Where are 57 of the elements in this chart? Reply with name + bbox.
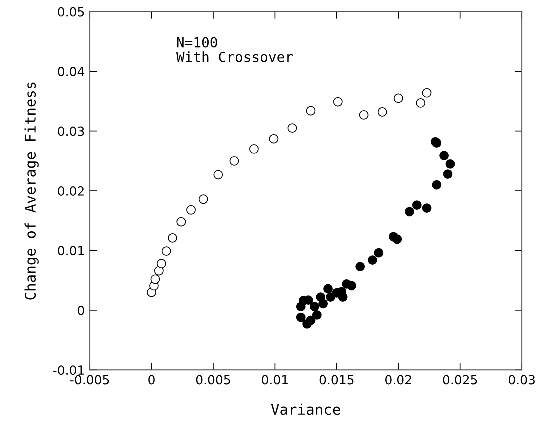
point bbox=[296, 302, 306, 312]
point bbox=[168, 233, 178, 243]
y-axis-title: Change of Average Fitness bbox=[24, 82, 39, 300]
point bbox=[446, 159, 456, 169]
x-tick-label: 0.015 bbox=[320, 375, 354, 385]
point bbox=[422, 204, 432, 214]
point bbox=[269, 134, 279, 144]
x-tick-label: 0.03 bbox=[508, 375, 535, 385]
point bbox=[198, 194, 208, 204]
y-tick-label: 0.05 bbox=[58, 7, 84, 17]
point bbox=[150, 274, 160, 284]
point bbox=[443, 170, 453, 179]
point bbox=[310, 302, 320, 312]
point bbox=[405, 207, 414, 217]
point bbox=[250, 144, 259, 154]
x-tick-label: 0.005 bbox=[196, 375, 230, 385]
y-tick-label: 0 bbox=[78, 306, 84, 316]
point bbox=[156, 259, 166, 269]
point bbox=[316, 292, 326, 302]
point bbox=[416, 98, 426, 108]
point bbox=[356, 262, 366, 272]
x-tick-label: -0.005 bbox=[70, 375, 110, 385]
point bbox=[378, 107, 388, 117]
point bbox=[186, 205, 196, 215]
point bbox=[422, 88, 432, 98]
point bbox=[296, 312, 306, 322]
point bbox=[306, 316, 316, 326]
annotation: N=100 With Crossover bbox=[176, 37, 293, 62]
x-tick-label: 0 bbox=[148, 375, 155, 385]
y-tick-label: 0.03 bbox=[58, 126, 84, 136]
y-tick-label: 0.02 bbox=[58, 186, 84, 196]
point bbox=[368, 256, 378, 265]
point bbox=[312, 310, 322, 320]
point bbox=[440, 151, 449, 160]
x-tick-label: 0.025 bbox=[443, 375, 478, 385]
point bbox=[432, 180, 442, 190]
y-tick-label: 0.04 bbox=[58, 67, 84, 77]
y-tick-label: -0.01 bbox=[53, 366, 84, 376]
point bbox=[412, 200, 422, 210]
point bbox=[394, 94, 404, 104]
point bbox=[176, 217, 186, 227]
point bbox=[392, 234, 402, 244]
point bbox=[333, 97, 343, 107]
point bbox=[374, 248, 384, 258]
point bbox=[306, 106, 316, 116]
point bbox=[288, 124, 298, 134]
point bbox=[214, 170, 224, 180]
x-tick-label: 0.02 bbox=[386, 375, 412, 385]
point bbox=[326, 292, 336, 302]
point bbox=[342, 279, 352, 289]
point bbox=[162, 246, 172, 256]
y-tick-label: 0.01 bbox=[58, 246, 84, 256]
x-axis-title: Variance bbox=[271, 404, 340, 416]
x-tick-label: 0.01 bbox=[262, 375, 288, 385]
point bbox=[230, 156, 240, 166]
point bbox=[324, 284, 333, 294]
point bbox=[359, 110, 369, 120]
